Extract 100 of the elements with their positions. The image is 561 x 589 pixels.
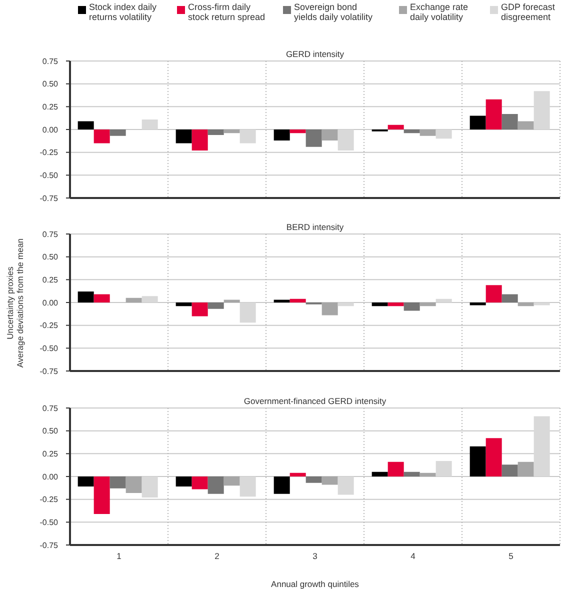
x-tick-label: 5 — [508, 551, 514, 562]
bar — [290, 472, 306, 476]
bar — [176, 302, 192, 306]
bar — [388, 302, 404, 306]
bar — [94, 294, 110, 302]
bar — [322, 302, 338, 316]
bar — [142, 476, 158, 498]
y-tick-label: 0.50 — [42, 252, 59, 262]
bar — [240, 476, 256, 497]
chart-title: GERD intensity — [286, 49, 344, 59]
bar — [176, 130, 192, 144]
bar — [224, 300, 240, 302]
bar — [208, 302, 224, 309]
x-tick-label: 4 — [410, 551, 416, 562]
x-tick-label: 2 — [214, 551, 220, 562]
bar — [224, 476, 240, 486]
y-tick-label: 0.75 — [42, 404, 59, 413]
bar — [290, 130, 306, 134]
bar — [436, 298, 452, 302]
bar — [518, 462, 534, 476]
bar — [192, 302, 208, 316]
bar — [94, 476, 110, 514]
legend-label: GDP forecast disgreement — [501, 2, 555, 22]
y-tick-label: 0.25 — [42, 102, 59, 112]
bar — [274, 476, 290, 494]
legend-label: Stock index daily returns volatility — [89, 2, 157, 22]
bar — [142, 119, 158, 130]
bar — [224, 130, 240, 134]
bar — [322, 130, 338, 140]
bar — [208, 476, 224, 494]
y-tick-label: 0.75 — [42, 230, 59, 239]
x-tick-label: 3 — [312, 551, 318, 562]
bar — [470, 446, 486, 476]
bar — [78, 121, 94, 130]
bar — [502, 464, 518, 476]
y-tick-label: -0.25 — [40, 321, 59, 330]
bar — [534, 91, 550, 130]
legend-label: Sovereign bond yields daily volatility — [294, 2, 373, 22]
bar — [534, 302, 550, 306]
chart-title: BERD intensity — [286, 222, 344, 232]
y-tick-label: 0.50 — [42, 426, 59, 436]
bar — [110, 130, 126, 136]
bar — [486, 99, 502, 130]
bar — [306, 130, 322, 147]
y-tick-label: 0.00 — [42, 125, 59, 134]
legend-label: Exchange rate daily volatility — [410, 2, 468, 22]
bar — [404, 472, 420, 476]
bar — [372, 302, 388, 306]
bar — [404, 130, 420, 134]
bar — [192, 476, 208, 490]
x-axis-title: Annual growth quintiles — [271, 579, 359, 589]
y-tick-label: -0.25 — [40, 495, 59, 504]
y-tick-label: -0.75 — [40, 194, 59, 203]
x-tick-label: 1 — [116, 551, 122, 562]
bar — [502, 294, 518, 302]
bar — [142, 296, 158, 302]
bar — [338, 476, 354, 495]
y-tick-label: 0.00 — [42, 298, 59, 308]
bar — [388, 124, 404, 130]
bar — [470, 116, 486, 130]
bar — [518, 121, 534, 130]
bar — [306, 476, 322, 483]
bar — [274, 300, 290, 302]
y-tick-label: 0.00 — [42, 472, 59, 482]
bar — [192, 130, 208, 151]
bar — [486, 438, 502, 476]
bar — [372, 472, 388, 476]
y-tick-label: -0.50 — [40, 171, 59, 180]
chart-title: Government-financed GERD intensity — [244, 396, 386, 406]
bar — [486, 285, 502, 302]
bar — [274, 130, 290, 140]
bar — [534, 416, 550, 476]
y-tick-label: 0.50 — [42, 80, 59, 89]
y-tick-label: -0.50 — [40, 518, 59, 528]
bar — [240, 130, 256, 144]
bar — [518, 302, 534, 306]
y-tick-label: -0.75 — [40, 540, 59, 550]
bar — [78, 476, 94, 487]
y-tick-label: 0.75 — [42, 56, 59, 66]
bar — [126, 298, 142, 302]
y-tick-label: 0.25 — [42, 450, 59, 459]
bar — [126, 476, 142, 493]
bar — [436, 460, 452, 476]
bar — [94, 130, 110, 144]
bar — [420, 130, 436, 136]
bar — [240, 302, 256, 323]
y-tick-label: 0.25 — [42, 276, 59, 285]
legend-label: Cross-firm daily stock return spread — [188, 2, 266, 22]
bar — [388, 462, 404, 476]
bar — [436, 130, 452, 139]
y-tick-label: -0.25 — [40, 148, 59, 158]
y-tick-label: -0.50 — [40, 344, 59, 354]
bar — [338, 130, 354, 151]
bar — [470, 302, 486, 306]
bar — [110, 476, 126, 488]
y-axis-title: Uncertainty proxies Average deviations from the mean — [5, 238, 25, 368]
bar — [420, 302, 436, 306]
bar — [338, 302, 354, 306]
bar — [404, 302, 420, 311]
y-tick-label: -0.75 — [40, 366, 59, 376]
